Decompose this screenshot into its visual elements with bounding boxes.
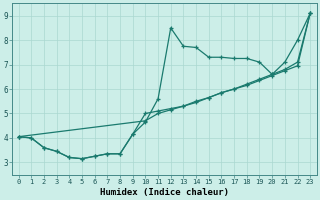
X-axis label: Humidex (Indice chaleur): Humidex (Indice chaleur)	[100, 188, 229, 197]
